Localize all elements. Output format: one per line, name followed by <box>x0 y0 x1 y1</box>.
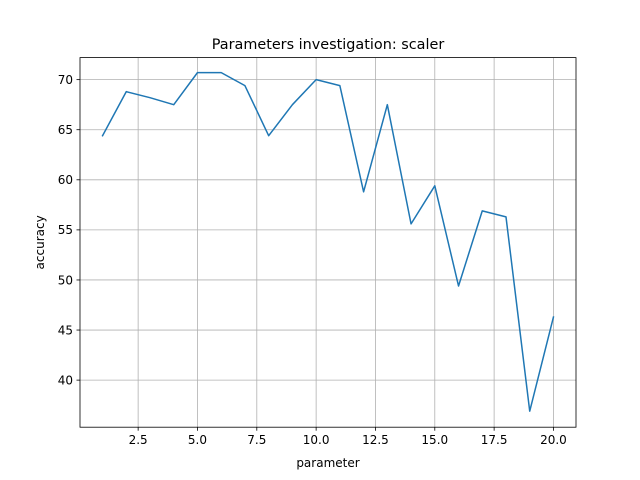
y-tick-label: 70 <box>58 73 73 87</box>
x-tick-label: 2.5 <box>129 433 148 447</box>
x-tick-label: 20.0 <box>540 433 567 447</box>
chart-title: Parameters investigation: scaler <box>212 37 445 53</box>
x-axis-label: parameter <box>296 456 359 470</box>
y-axis-ticks: 40 45 50 55 60 65 70 <box>58 73 80 387</box>
x-tick-label: 7.5 <box>247 433 266 447</box>
x-tick-label: 17.5 <box>481 433 508 447</box>
y-tick-label: 65 <box>58 123 73 137</box>
y-tick-label: 45 <box>58 323 73 337</box>
y-tick-label: 55 <box>58 223 73 237</box>
plot-frame <box>79 57 577 428</box>
y-tick-label: 40 <box>58 373 73 387</box>
series-layer <box>101 71 555 412</box>
y-tick-label: 60 <box>58 173 73 187</box>
x-tick-label: 12.5 <box>362 433 389 447</box>
grid-lines <box>80 57 576 428</box>
y-tick-label: 50 <box>58 273 73 287</box>
x-tick-label: 10.0 <box>303 433 330 447</box>
x-tick-label: 15.0 <box>421 433 448 447</box>
accuracy-series-line <box>101 71 555 412</box>
x-tick-label: 5.0 <box>188 433 207 447</box>
y-axis-label: accuracy <box>33 215 47 269</box>
x-axis-ticks: 2.5 5.0 7.5 10.0 12.5 15.0 17.5 20.0 <box>129 427 567 447</box>
